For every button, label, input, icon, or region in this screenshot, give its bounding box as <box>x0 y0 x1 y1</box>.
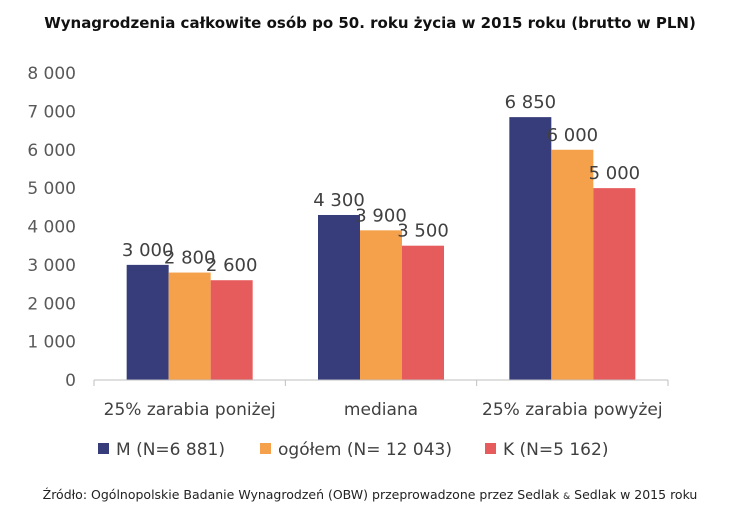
bar <box>551 149 594 380</box>
y-tick-label: 2 000 <box>27 294 76 314</box>
legend-label: M (N=6 881) <box>116 440 225 460</box>
data-label: 2 800 <box>164 248 216 269</box>
bar <box>318 214 360 380</box>
legend-label: K (N=5 162) <box>503 440 608 460</box>
bar <box>360 230 402 380</box>
bar <box>168 272 211 380</box>
bar <box>210 280 253 380</box>
data-label: 4 300 <box>313 190 365 211</box>
data-label: 6 000 <box>547 125 599 146</box>
y-tick-label: 0 <box>65 371 76 391</box>
y-tick-label: 8 000 <box>27 64 76 84</box>
legend: M (N=6 881) ogółem (N= 12 043) K (N=5 162) <box>98 440 608 460</box>
y-tick-label: 1 000 <box>27 333 76 353</box>
chart-title: Wynagrodzenia całkowite osób po 50. roku… <box>44 14 696 32</box>
bar <box>509 117 552 380</box>
bar <box>402 245 444 380</box>
legend-swatch <box>485 443 496 454</box>
data-label: 2 600 <box>206 255 258 276</box>
data-label: 3 000 <box>122 240 174 261</box>
bar <box>126 264 169 380</box>
source-prefix: Źródło: Ogólnopolskie Badanie Wynagrodze… <box>42 487 564 502</box>
legend-label: ogółem (N= 12 043) <box>278 440 452 460</box>
category-label: 25% zarabia poniżej <box>104 400 276 420</box>
data-label: 6 850 <box>505 92 557 113</box>
y-tick-label: 6 000 <box>27 141 76 161</box>
y-tick-label: 4 000 <box>27 218 76 238</box>
y-tick-label: 5 000 <box>27 179 76 199</box>
x-axis: 25% zarabia poniżej mediana 25% zarabia po… <box>93 379 669 420</box>
category-label: 25% zarabia powyżej <box>482 400 663 420</box>
category-label: mediana <box>344 400 418 420</box>
y-tick-label: 7 000 <box>27 102 76 122</box>
legend-swatch <box>98 443 109 454</box>
data-label: 3 900 <box>355 205 407 226</box>
bar <box>593 188 636 380</box>
y-axis: 0 1 000 2 000 3 000 4 000 5 000 6 000 7 000 8 00… <box>27 64 76 391</box>
y-tick-label: 3 000 <box>27 256 76 276</box>
legend-swatch <box>260 443 271 454</box>
source-ampersand: & <box>563 492 571 502</box>
data-label: 5 000 <box>589 163 641 184</box>
data-label: 3 500 <box>397 221 449 242</box>
source-suffix: Sedlak w 2015 roku <box>570 487 698 502</box>
source-note: Źródło: Ogólnopolskie Badanie Wynagrodze… <box>0 487 740 502</box>
